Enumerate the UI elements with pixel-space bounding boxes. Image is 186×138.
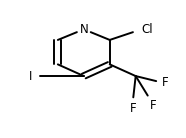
Text: I: I [28,70,32,83]
Text: Cl: Cl [142,23,153,36]
Text: N: N [79,23,88,36]
Text: F: F [129,102,136,115]
Text: F: F [162,76,168,89]
Text: F: F [150,99,157,112]
